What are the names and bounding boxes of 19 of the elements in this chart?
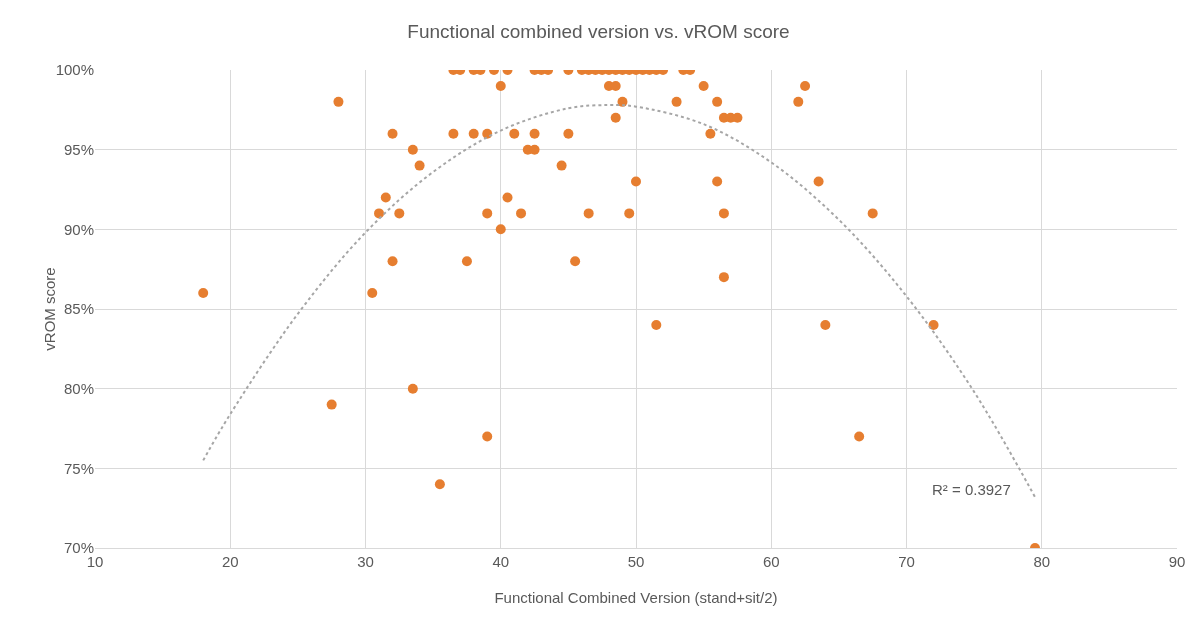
y-tick-label: 85% — [63, 300, 94, 318]
annotation: R² = 0.3927 — [932, 481, 1011, 498]
x-tick-label: 90 — [1168, 553, 1186, 570]
y-tick-label: 100% — [55, 61, 94, 79]
x-tick-label: 80 — [1033, 553, 1051, 570]
x-tick-label: 70 — [898, 553, 915, 570]
x-tick-label: 60 — [762, 553, 780, 570]
x-tick-label: 50 — [627, 553, 645, 570]
y-tick-label: 95% — [63, 140, 94, 158]
y-axis-title: vROM score — [41, 267, 58, 351]
line-series — [202, 104, 1036, 499]
x-tick-label: 30 — [357, 553, 374, 570]
chart-title: Functional combined version vs. vROM score — [407, 21, 790, 43]
y-tick-label: 75% — [63, 459, 94, 477]
x-axis-title: Functional Combined Version (stand+sit/2) — [494, 589, 778, 606]
y-tick-label: 80% — [63, 379, 94, 397]
y-tick-label: 90% — [63, 220, 94, 238]
x-tick-label: 40 — [492, 553, 510, 570]
x-tick-label: 20 — [221, 553, 239, 570]
